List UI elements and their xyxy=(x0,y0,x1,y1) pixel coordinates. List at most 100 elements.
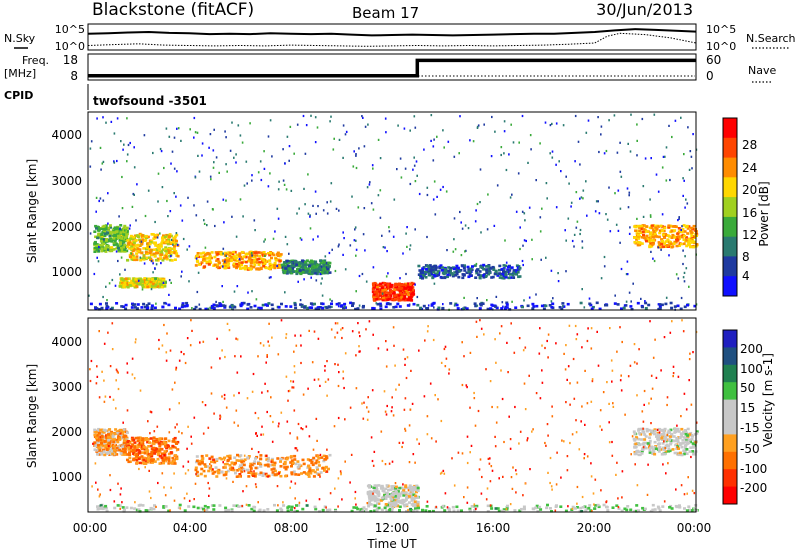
heatmap-cell xyxy=(393,495,397,498)
heatmap-cell xyxy=(167,439,171,443)
heatmap-cell xyxy=(212,508,216,511)
heatmap-cell xyxy=(470,444,473,447)
heatmap-cell xyxy=(620,307,623,310)
heatmap-cell xyxy=(665,296,668,299)
heatmap-cell xyxy=(505,506,509,509)
heatmap-cell xyxy=(617,189,620,192)
heatmap-cell xyxy=(132,283,136,287)
heatmap-cell xyxy=(96,307,99,310)
heatmap-cell xyxy=(363,145,366,148)
heatmap-cell xyxy=(233,156,235,159)
heatmap-cell xyxy=(412,453,415,456)
date-label: 30/Jun/2013 xyxy=(596,0,693,19)
heatmap-cell xyxy=(187,460,190,463)
heatmap-cell xyxy=(505,301,509,305)
heatmap-cell xyxy=(121,281,124,284)
heatmap-cell xyxy=(127,446,131,449)
heatmap-cell xyxy=(114,232,118,235)
heatmap-cell xyxy=(154,241,157,245)
heatmap-cell xyxy=(228,457,232,460)
heatmap-cell xyxy=(366,490,370,494)
heatmap-cell xyxy=(128,227,131,230)
heatmap-cell xyxy=(361,115,363,118)
heatmap-cell xyxy=(173,258,177,261)
heatmap-cell xyxy=(142,254,146,257)
heatmap-cell xyxy=(662,229,666,233)
heatmap-cell xyxy=(425,505,429,508)
heatmap-cell xyxy=(333,425,336,428)
heatmap-cell xyxy=(638,241,642,244)
heatmap-cell xyxy=(102,160,105,163)
heatmap-cell xyxy=(266,463,270,466)
heatmap-cell xyxy=(297,422,300,426)
heatmap-cell xyxy=(446,249,448,252)
heatmap-cell xyxy=(225,163,227,166)
heatmap-cell xyxy=(465,249,467,252)
colorbar-swatch xyxy=(723,118,737,139)
heatmap-cell xyxy=(250,260,254,263)
heatmap-cell xyxy=(108,236,112,239)
heatmap-cell xyxy=(677,375,680,378)
heatmap-cell xyxy=(409,488,413,492)
heatmap-cell xyxy=(281,266,283,269)
heatmap-cell xyxy=(641,305,644,309)
heatmap-cell xyxy=(257,171,260,174)
heatmap-cell xyxy=(156,246,160,250)
heatmap-cell xyxy=(154,244,158,247)
heatmap-cell xyxy=(194,305,198,309)
heatmap-cell xyxy=(457,269,461,273)
heatmap-cell xyxy=(400,486,404,490)
heatmap-cell xyxy=(319,471,323,474)
heatmap-cell xyxy=(278,472,280,475)
heatmap-cell xyxy=(288,261,290,264)
heatmap-cell xyxy=(625,508,629,512)
heatmap-cell xyxy=(324,264,328,268)
heatmap-cell xyxy=(210,392,213,395)
heatmap-cell xyxy=(613,302,617,305)
heatmap-cell xyxy=(122,510,126,513)
heatmap-cell xyxy=(167,509,171,513)
heatmap-cell xyxy=(662,436,666,440)
heatmap-cell xyxy=(527,161,529,164)
heatmap-cell xyxy=(588,504,592,507)
heatmap-cell xyxy=(504,264,508,268)
heatmap-cell xyxy=(297,504,301,507)
heatmap-cell xyxy=(276,457,280,460)
heatmap-cell xyxy=(96,236,100,240)
heatmap-cell xyxy=(376,491,379,494)
heatmap-cell xyxy=(311,469,315,472)
heatmap-cell xyxy=(204,246,207,249)
heatmap-cell xyxy=(187,196,189,199)
heatmap-cell xyxy=(443,347,446,351)
heatmap-cell xyxy=(426,264,430,268)
heatmap-cell xyxy=(503,307,507,310)
heatmap-cell xyxy=(139,389,142,392)
heatmap-cell xyxy=(585,131,588,134)
heatmap-cell xyxy=(308,264,311,268)
heatmap-cell xyxy=(575,419,577,422)
heatmap-cell xyxy=(373,281,377,285)
heatmap-cell xyxy=(571,505,575,509)
heatmap-cell xyxy=(690,234,694,238)
heatmap-cell xyxy=(145,281,149,284)
heatmap-cell xyxy=(650,250,652,253)
heatmap-cell xyxy=(355,239,357,242)
heatmap-cell xyxy=(120,487,122,490)
heatmap-cell xyxy=(196,506,200,510)
heatmap-cell xyxy=(677,277,680,280)
heatmap-cell xyxy=(120,305,124,308)
heatmap-cell xyxy=(430,114,433,117)
heatmap-cell xyxy=(431,275,435,279)
heatmap-cell xyxy=(161,305,165,309)
heatmap-cell xyxy=(405,290,409,294)
heatmap-cell xyxy=(168,233,172,236)
heatmap-cell xyxy=(426,415,429,418)
heatmap-cell xyxy=(301,305,303,308)
heatmap-cell xyxy=(126,409,129,412)
heatmap-cell xyxy=(135,452,139,456)
heatmap-cell xyxy=(571,433,574,436)
heatmap-cell xyxy=(384,463,387,466)
heatmap-cell xyxy=(449,302,453,305)
heatmap-cell xyxy=(174,242,178,246)
heatmap-cell xyxy=(132,249,136,252)
